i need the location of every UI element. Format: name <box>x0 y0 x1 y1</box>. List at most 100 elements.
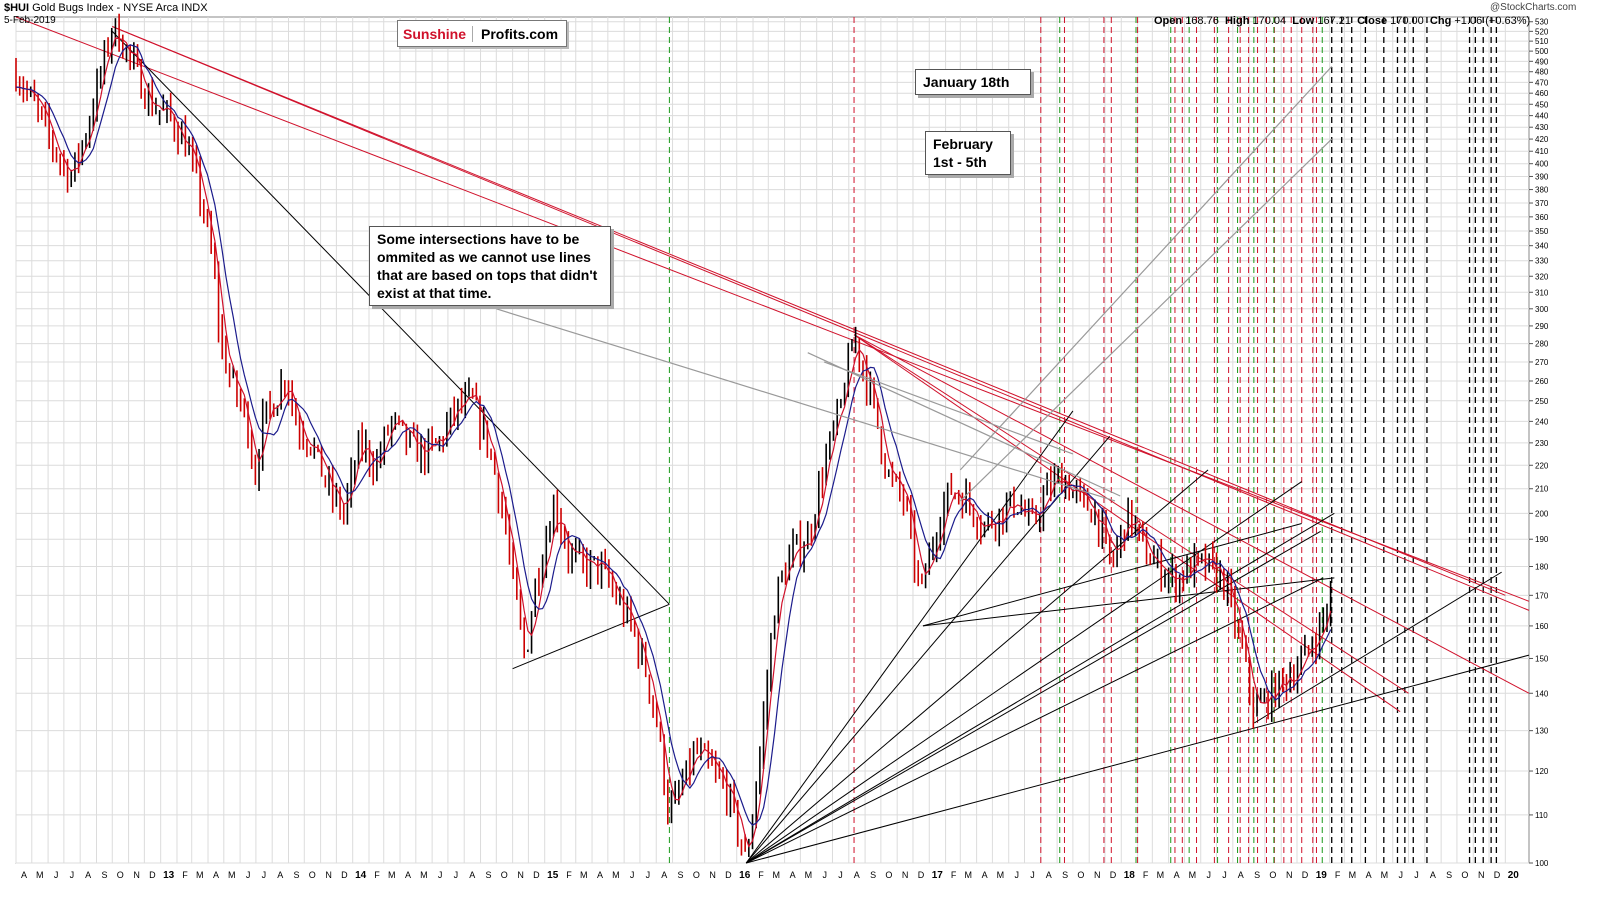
annotation-intersections-note: Some intersections have to be ommited as… <box>369 226 611 306</box>
y-tick-label: 150 <box>1535 654 1549 663</box>
x-tick-label: J <box>1414 870 1419 880</box>
chart-date: 5-Feb-2019 <box>4 15 56 26</box>
x-tick-label: F <box>1335 870 1341 880</box>
y-tick-label: 490 <box>1535 57 1549 66</box>
x-tick-label: J <box>630 870 635 880</box>
trend-line-black <box>512 603 670 670</box>
trend-line-red <box>112 26 1530 611</box>
y-tick-label: 420 <box>1535 135 1549 144</box>
y-tick-label: 190 <box>1535 535 1549 544</box>
x-tick-label: A <box>85 870 91 880</box>
trend-line-black <box>746 654 1530 864</box>
x-tick-label: J <box>454 870 459 880</box>
x-tick-label: D <box>341 870 348 880</box>
chg-value: +1.06 (+0.63%) <box>1454 15 1531 27</box>
trend-line-black <box>745 530 1321 864</box>
x-tick-label: M <box>1157 870 1165 880</box>
x-tick-label: J <box>1222 870 1227 880</box>
x-tick-label: M <box>1349 870 1357 880</box>
y-tick-label: 360 <box>1535 213 1549 222</box>
trend-line-black <box>745 435 1111 864</box>
x-tick-label: M <box>1381 870 1389 880</box>
low-value: 167.21 <box>1317 15 1351 27</box>
x-tick-label: S <box>1446 870 1452 880</box>
x-tick-label: F <box>758 870 764 880</box>
x-tick-label: D <box>1494 870 1501 880</box>
y-tick-label: 520 <box>1535 27 1549 36</box>
y-tick-label: 450 <box>1535 100 1549 109</box>
x-tick-label: O <box>1077 870 1084 880</box>
x-tick-label: 13 <box>163 870 175 881</box>
x-tick-label: D <box>149 870 156 880</box>
y-tick-label: 220 <box>1535 461 1549 470</box>
x-tick-label: N <box>709 870 716 880</box>
chg-label: Chg <box>1429 15 1452 27</box>
x-tick-label: A <box>213 870 219 880</box>
x-tick-label: A <box>1174 870 1180 880</box>
y-tick-label: 480 <box>1535 68 1549 77</box>
y-tick-label: 410 <box>1535 147 1549 156</box>
brand-logo: Sunshine Profits.com <box>397 20 568 47</box>
x-tick-label: M <box>388 870 396 880</box>
y-tick-label: 430 <box>1535 123 1549 132</box>
x-tick-label: O <box>1461 870 1468 880</box>
x-axis: A M J J A S O N D 13 F M A M J J A S O N D 14 F M A M J J A S O N D 15 F M A… <box>21 870 1519 881</box>
x-tick-label: A <box>1366 870 1372 880</box>
price-bars <box>15 13 1332 857</box>
x-tick-label: A <box>469 870 475 880</box>
x-tick-label: N <box>133 870 140 880</box>
x-tick-label: A <box>982 870 988 880</box>
x-tick-label: M <box>36 870 44 880</box>
ma-short <box>15 37 1332 848</box>
x-tick-label: D <box>918 870 925 880</box>
x-tick-label: A <box>1238 870 1244 880</box>
y-tick-label: 100 <box>1535 859 1549 868</box>
annotation-leader-line <box>959 66 1333 471</box>
x-tick-label: O <box>117 870 124 880</box>
annotation-leader-line <box>823 361 1074 455</box>
x-tick-label: M <box>420 870 428 880</box>
x-tick-label: J <box>822 870 827 880</box>
annotation-leader-line <box>959 138 1333 502</box>
y-tick-label: 340 <box>1535 242 1549 251</box>
annotation-february: February 1st - 5th <box>925 131 1011 175</box>
x-tick-label: N <box>1094 870 1101 880</box>
trend-line-black <box>922 577 1335 627</box>
x-tick-label: J <box>70 870 75 880</box>
x-tick-label: D <box>725 870 732 880</box>
y-tick-label: 470 <box>1535 78 1549 87</box>
brand-sunshine: Sunshine <box>403 25 467 42</box>
x-tick-label: S <box>294 870 300 880</box>
brand-profits: Profits.com <box>472 25 566 42</box>
x-tick-label: M <box>612 870 620 880</box>
trend-line-red <box>15 16 1530 602</box>
x-tick-label: S <box>678 870 684 880</box>
y-tick-label: 250 <box>1535 397 1549 406</box>
y-tick-label: 370 <box>1535 199 1549 208</box>
annotation-lines <box>496 66 1333 502</box>
y-tick-label: 320 <box>1535 272 1549 281</box>
x-tick-label: D <box>533 870 540 880</box>
x-tick-label: J <box>1014 870 1019 880</box>
y-tick-label: 290 <box>1535 322 1549 331</box>
x-tick-label: M <box>1189 870 1197 880</box>
x-tick-label: M <box>997 870 1005 880</box>
x-tick-label: M <box>965 870 973 880</box>
x-tick-label: A <box>1430 870 1436 880</box>
x-tick-label: O <box>693 870 700 880</box>
x-tick-label: 17 <box>932 870 944 881</box>
y-tick-label: 300 <box>1535 305 1549 314</box>
x-tick-label: M <box>580 870 588 880</box>
x-tick-label: A <box>277 870 283 880</box>
y-tick-label: 200 <box>1535 509 1549 518</box>
y-tick-label: 330 <box>1535 257 1549 266</box>
x-tick-label: M <box>805 870 813 880</box>
x-tick-label: A <box>1046 870 1052 880</box>
y-tick-label: 210 <box>1535 485 1549 494</box>
trend-line-black <box>745 577 1324 864</box>
open-value: 168.76 <box>1185 15 1219 27</box>
open-label: Open <box>1154 15 1183 27</box>
x-tick-label: J <box>54 870 59 880</box>
index-name: Gold Bugs Index - NYSE Arca INDX <box>32 2 208 14</box>
x-tick-label: D <box>1302 870 1309 880</box>
